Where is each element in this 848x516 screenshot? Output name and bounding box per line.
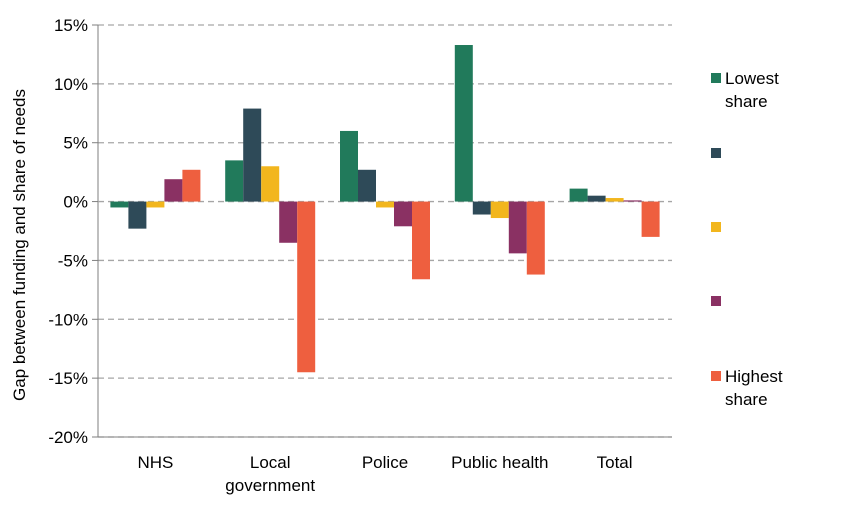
bar bbox=[110, 201, 129, 208]
bar bbox=[243, 108, 262, 202]
bar bbox=[340, 130, 358, 202]
x-tick-label: Local government bbox=[225, 453, 315, 495]
legend-swatch bbox=[711, 73, 721, 83]
bar bbox=[164, 179, 183, 202]
bar bbox=[182, 169, 201, 202]
y-tick-label: 10% bbox=[54, 75, 88, 94]
bar bbox=[526, 201, 545, 275]
legend-swatch bbox=[711, 371, 721, 381]
bar bbox=[490, 201, 509, 219]
bar bbox=[472, 201, 491, 215]
y-tick-label: -20% bbox=[48, 428, 88, 447]
gridlines bbox=[98, 24, 672, 438]
y-axis-title: Gap between funding and share of needs bbox=[10, 89, 29, 401]
legend-label: Lowest share bbox=[725, 69, 779, 111]
y-tick-label: 15% bbox=[54, 16, 88, 35]
bar bbox=[146, 201, 165, 208]
legend-label: Highest share bbox=[725, 367, 783, 409]
legend-swatch bbox=[711, 148, 721, 158]
bar bbox=[279, 201, 298, 243]
y-tick-label: -15% bbox=[48, 369, 88, 388]
bar bbox=[297, 201, 316, 373]
x-tick-label: Total bbox=[597, 453, 633, 472]
axes bbox=[92, 24, 672, 438]
bar bbox=[394, 201, 412, 227]
legend-swatch bbox=[711, 222, 721, 232]
x-tick-label: Police bbox=[362, 453, 408, 472]
x-tick-label: NHS bbox=[137, 453, 173, 472]
bar bbox=[623, 200, 642, 202]
bar bbox=[569, 188, 588, 202]
bar bbox=[605, 198, 624, 202]
y-tick-label: -5% bbox=[58, 251, 88, 270]
bar bbox=[128, 201, 147, 229]
bar bbox=[261, 166, 280, 202]
legend: Lowest share Highest share bbox=[711, 69, 783, 409]
y-tick-label: -10% bbox=[48, 310, 88, 329]
bar bbox=[358, 169, 376, 202]
bar bbox=[454, 45, 473, 202]
bar bbox=[641, 201, 660, 237]
x-tick-label: Public health bbox=[451, 453, 548, 472]
y-tick-label: 0% bbox=[63, 193, 88, 212]
y-tick-label: 5% bbox=[63, 134, 88, 153]
bar bbox=[508, 201, 527, 254]
bar bbox=[376, 201, 394, 208]
bars bbox=[110, 45, 660, 373]
bar bbox=[412, 201, 430, 280]
axis-labels: 15% 10% 5% 0% -5% -10% -15% -20% NHS Local governm… bbox=[48, 16, 632, 495]
bar bbox=[225, 160, 244, 202]
bar bbox=[587, 195, 606, 202]
legend-swatch bbox=[711, 296, 721, 306]
